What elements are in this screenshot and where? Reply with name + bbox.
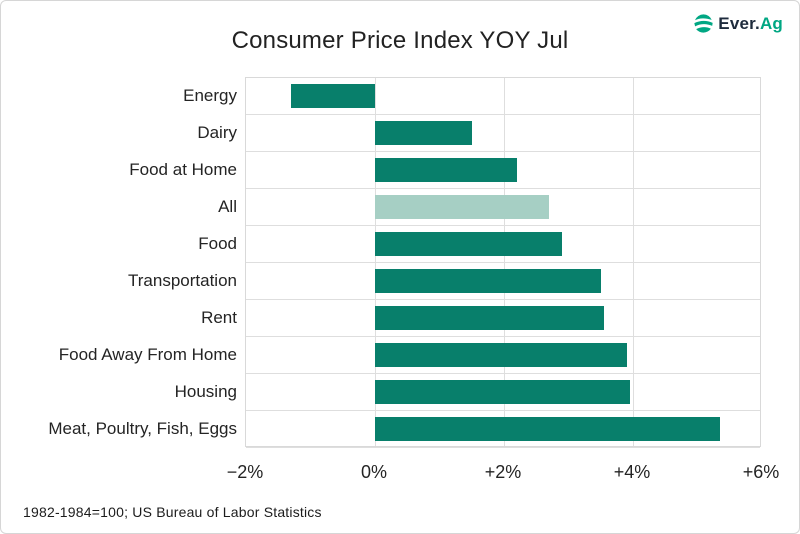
logo-wordmark: Ever.Ag: [718, 14, 783, 34]
bar-food-away-from-home: [375, 343, 627, 367]
category-label: Housing: [174, 382, 237, 401]
logo-text-ag: Ag: [759, 13, 783, 33]
category-label: Food at Home: [129, 160, 237, 179]
logo-text-ever: Ever.: [718, 13, 760, 33]
plot-row: [246, 411, 760, 448]
plot-row: [246, 189, 760, 226]
bar-meat-poultry-fish-eggs: [375, 417, 721, 441]
x-tick-label: 0%: [360, 462, 387, 482]
category-label: Meat, Poultry, Fish, Eggs: [48, 419, 237, 438]
plot-area: [245, 77, 761, 448]
category-label: Energy: [183, 86, 237, 105]
plot-row: [246, 374, 760, 411]
plot-row: [246, 263, 760, 300]
bar-transportation: [375, 269, 601, 293]
x-tick-label: +2%: [484, 462, 522, 482]
bar-energy: [291, 84, 375, 108]
category-label: Transportation: [128, 271, 237, 290]
source-note: 1982-1984=100; US Bureau of Labor Statis…: [23, 504, 322, 520]
category-label: Dairy: [197, 123, 237, 142]
plot-row: [246, 78, 760, 115]
chart-title: Consumer Price Index YOY Jul: [231, 27, 569, 54]
bar-rent: [375, 306, 604, 330]
plot-row: [246, 226, 760, 263]
bar-food-at-home: [375, 158, 517, 182]
x-tick-label: +6%: [742, 462, 780, 482]
plot-row: [246, 152, 760, 189]
category-label: Rent: [201, 308, 237, 327]
plot-row: [246, 337, 760, 374]
bar-food: [375, 232, 563, 256]
bar-housing: [375, 380, 630, 404]
everag-logo: Ever.Ag: [693, 13, 783, 34]
x-tick-label: −2%: [226, 462, 264, 482]
plot-row: [246, 115, 760, 152]
bar-dairy: [375, 121, 472, 145]
category-label: Food: [198, 234, 237, 253]
category-label: All: [218, 197, 237, 216]
x-tick-label: +4%: [613, 462, 651, 482]
category-label: Food Away From Home: [58, 345, 237, 364]
wave-globe-icon: [694, 14, 713, 33]
plot-row: [246, 300, 760, 337]
bar-all: [375, 195, 550, 219]
